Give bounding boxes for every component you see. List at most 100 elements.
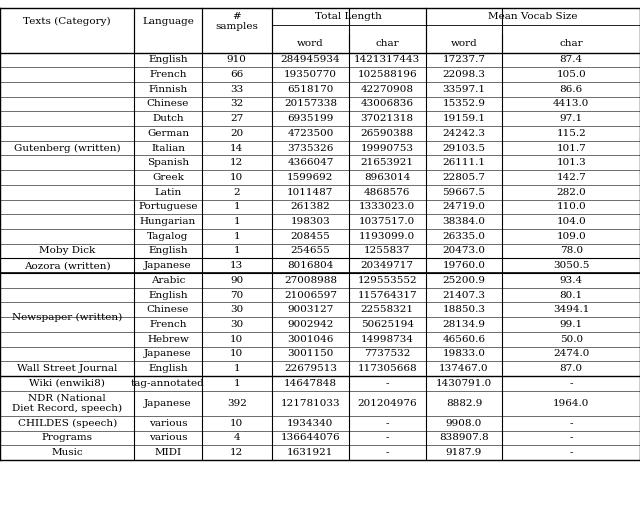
Text: 9002942: 9002942 — [287, 320, 333, 329]
Text: 28134.9: 28134.9 — [442, 320, 486, 329]
Text: char: char — [559, 39, 583, 48]
Text: 30: 30 — [230, 305, 243, 314]
Text: Texts (Category): Texts (Category) — [24, 17, 111, 26]
Text: 1: 1 — [234, 246, 240, 256]
Text: 21407.3: 21407.3 — [442, 290, 486, 300]
Text: 1430791.0: 1430791.0 — [436, 379, 492, 388]
Text: Music: Music — [51, 448, 83, 457]
Text: 24719.0: 24719.0 — [442, 202, 486, 212]
Text: Wall Street Journal: Wall Street Journal — [17, 364, 117, 373]
Text: -: - — [385, 448, 389, 457]
Text: 9187.9: 9187.9 — [446, 448, 482, 457]
Text: Aozora (written): Aozora (written) — [24, 261, 111, 270]
Text: 8963014: 8963014 — [364, 173, 410, 182]
Text: English: English — [148, 55, 188, 65]
Text: Latin: Latin — [154, 187, 182, 197]
Text: 261382: 261382 — [291, 202, 330, 212]
Text: 97.1: 97.1 — [559, 114, 583, 123]
Text: 19990753: 19990753 — [361, 143, 413, 153]
Text: 32: 32 — [230, 99, 243, 109]
Text: 102588196: 102588196 — [357, 70, 417, 79]
Text: 9908.0: 9908.0 — [446, 418, 482, 428]
Text: Greek: Greek — [152, 173, 184, 182]
Text: -: - — [570, 433, 573, 443]
Text: 22805.7: 22805.7 — [442, 173, 486, 182]
Text: 22098.3: 22098.3 — [442, 70, 486, 79]
Text: 1333023.0: 1333023.0 — [359, 202, 415, 212]
Text: 104.0: 104.0 — [556, 217, 586, 226]
Text: 50625194: 50625194 — [361, 320, 413, 329]
Text: 43006836: 43006836 — [361, 99, 413, 109]
Text: 22558321: 22558321 — [361, 305, 413, 314]
Text: 1255837: 1255837 — [364, 246, 410, 256]
Text: 1: 1 — [234, 364, 240, 373]
Text: 1011487: 1011487 — [287, 187, 333, 197]
Text: 13: 13 — [230, 261, 243, 270]
Text: 2474.0: 2474.0 — [553, 349, 589, 359]
Text: various: various — [148, 433, 188, 443]
Text: 12: 12 — [230, 448, 243, 457]
Text: Tagalog: Tagalog — [147, 232, 189, 241]
Text: 87.0: 87.0 — [559, 364, 583, 373]
Text: French: French — [149, 70, 187, 79]
Text: 10: 10 — [230, 349, 243, 359]
Text: 3735326: 3735326 — [287, 143, 333, 153]
Text: 136644076: 136644076 — [280, 433, 340, 443]
Text: 19350770: 19350770 — [284, 70, 337, 79]
Text: 105.0: 105.0 — [556, 70, 586, 79]
Text: 1964.0: 1964.0 — [553, 398, 589, 408]
Text: 3050.5: 3050.5 — [553, 261, 589, 270]
Text: 201204976: 201204976 — [357, 398, 417, 408]
Text: Dutch: Dutch — [152, 114, 184, 123]
Text: 110.0: 110.0 — [556, 202, 586, 212]
Text: 117305668: 117305668 — [357, 364, 417, 373]
Text: 38384.0: 38384.0 — [442, 217, 486, 226]
Text: 19833.0: 19833.0 — [442, 349, 486, 359]
Text: 392: 392 — [227, 398, 247, 408]
Text: 6518170: 6518170 — [287, 85, 333, 94]
Text: 910: 910 — [227, 55, 247, 65]
Text: Hebrew: Hebrew — [147, 334, 189, 344]
Text: 17237.7: 17237.7 — [442, 55, 486, 65]
Text: 20473.0: 20473.0 — [442, 246, 486, 256]
Text: 20157338: 20157338 — [284, 99, 337, 109]
Text: 10: 10 — [230, 334, 243, 344]
Text: 3494.1: 3494.1 — [553, 305, 589, 314]
Text: 99.1: 99.1 — [559, 320, 583, 329]
Text: 46560.6: 46560.6 — [442, 334, 486, 344]
Text: Total Length: Total Length — [316, 12, 382, 21]
Text: 4413.0: 4413.0 — [553, 99, 589, 109]
Text: 1934340: 1934340 — [287, 418, 333, 428]
Text: 14: 14 — [230, 143, 243, 153]
Text: 142.7: 142.7 — [556, 173, 586, 182]
Text: 137467.0: 137467.0 — [439, 364, 489, 373]
Text: 18850.3: 18850.3 — [442, 305, 486, 314]
Text: 80.1: 80.1 — [559, 290, 583, 300]
Text: 14998734: 14998734 — [361, 334, 413, 344]
Text: 14647848: 14647848 — [284, 379, 337, 388]
Text: 254655: 254655 — [291, 246, 330, 256]
Text: 208455: 208455 — [291, 232, 330, 241]
Text: 24242.3: 24242.3 — [442, 129, 486, 138]
Text: 12: 12 — [230, 158, 243, 167]
Text: 70: 70 — [230, 290, 243, 300]
Text: word: word — [451, 39, 477, 48]
Text: 27: 27 — [230, 114, 243, 123]
Text: 115764317: 115764317 — [357, 290, 417, 300]
Text: Programs: Programs — [42, 433, 93, 443]
Text: 10: 10 — [230, 173, 243, 182]
Text: -: - — [570, 379, 573, 388]
Text: -: - — [570, 448, 573, 457]
Text: 121781033: 121781033 — [280, 398, 340, 408]
Text: 20: 20 — [230, 129, 243, 138]
Text: 87.4: 87.4 — [559, 55, 583, 65]
Text: Gutenberg (written): Gutenberg (written) — [14, 143, 120, 153]
Text: 1631921: 1631921 — [287, 448, 333, 457]
Text: various: various — [148, 418, 188, 428]
Text: 19159.1: 19159.1 — [442, 114, 486, 123]
Text: 9003127: 9003127 — [287, 305, 333, 314]
Text: English: English — [148, 364, 188, 373]
Text: 78.0: 78.0 — [559, 246, 583, 256]
Text: 115.2: 115.2 — [556, 129, 586, 138]
Text: 838907.8: 838907.8 — [439, 433, 489, 443]
